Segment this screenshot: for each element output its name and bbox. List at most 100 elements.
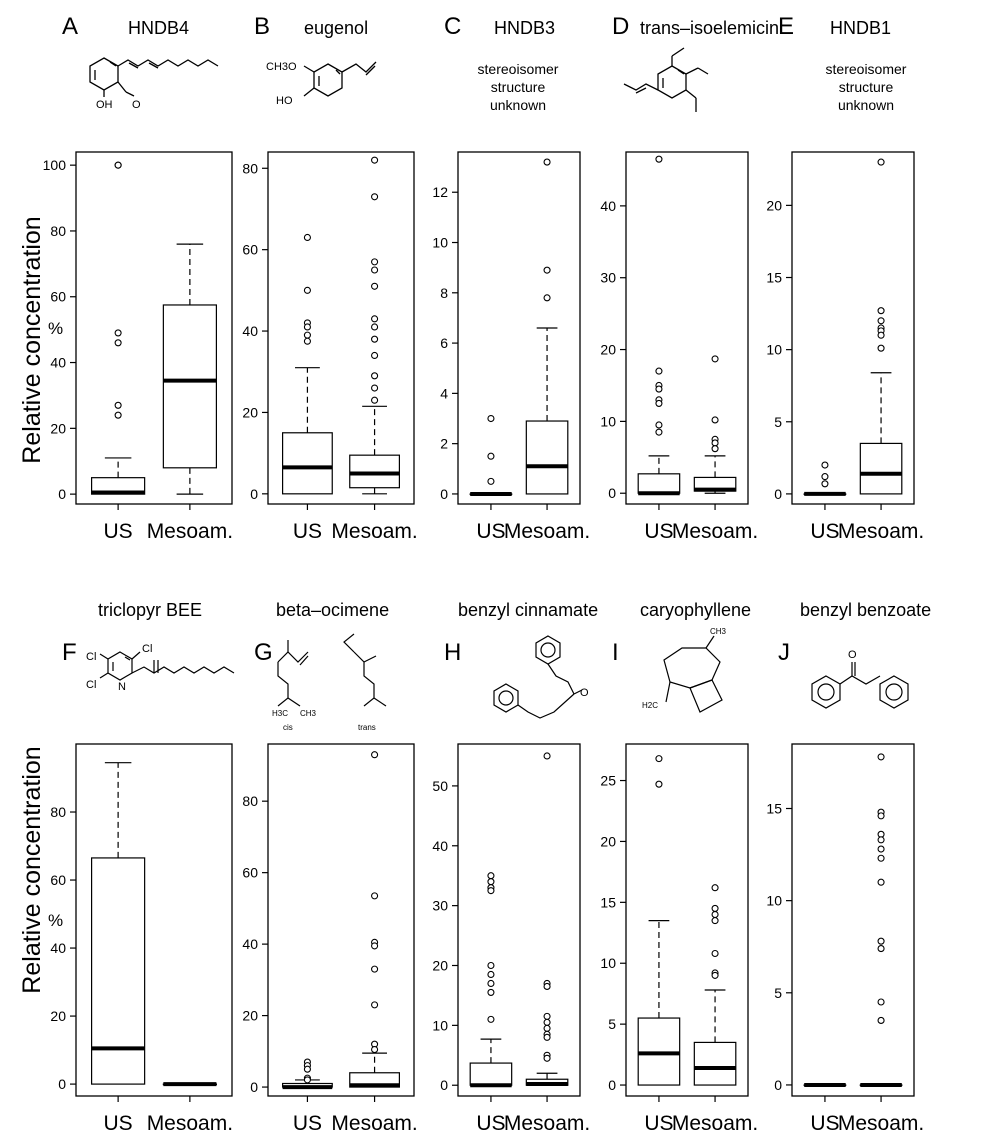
panel-i-ytick-label: 25 [600,773,616,789]
panel-d-ytick-label: 40 [600,198,616,214]
panel-e-ytick-label: 10 [766,342,782,358]
panel-h-us-category-label: US [476,1112,505,1135]
panel-j-mesoam-outlier [877,845,885,853]
panel-b-frame [267,151,415,505]
panel-d-us-outlier [655,367,663,375]
panel-b-mesoam-box [349,454,401,489]
row1-y-axis-title: Relative concentration [18,216,46,463]
panel-g-frame [267,743,415,1097]
panel-e-ytick-label: 5 [774,414,782,430]
panel-g-mesoam-outlier [371,1001,379,1009]
panel-g-us-outlier [303,1065,311,1073]
benzyl-benzoate-structure [811,662,909,709]
panel-g-mesoam-outlier [371,1045,379,1054]
panel-i-ytick-label: 10 [600,955,616,971]
panel-c-us-outlier [487,414,495,423]
panel-b-mesoam-outlier [371,396,379,404]
panel-i-ytick-label: 0 [608,1077,616,1093]
panel-d-us-outlier [655,155,663,163]
panel-h-us-outlier [487,887,495,895]
panel-e-note: stereoisomer structure unknown [826,61,907,113]
panel-c-ytick-label: 12 [432,184,448,200]
panel-j-ytick-label: 0 [774,1077,782,1093]
panel-d-us-outlier [655,385,663,393]
panel-h-mesoam-outlier [543,1054,551,1062]
panel-j-mesoam-outlier [877,854,885,862]
panel-c-ytick-label: 4 [440,385,448,401]
panel-b-us-outlier [303,331,311,339]
panel-d-title: trans–isoelemicin [640,18,779,38]
panel-i-frame [625,743,749,1097]
panel-b-us-category-label: US [293,520,322,543]
panel-d-ytick-label: 30 [600,270,616,286]
panel-g-chart: 0 20 40 60 80 US Mesoam. [242,743,418,1135]
panel-h-us-outlier [487,970,495,979]
panel-b-us-outlier [303,323,311,331]
panel-j-mesoam-outlier [877,836,885,844]
panel-e-us-category-label: US [810,520,839,543]
panel-e-us-outlier [821,480,829,488]
panel-j-ytick-label: 15 [766,801,782,817]
svg-text:stereoisomer: stereoisomer [478,61,559,77]
eugenol-structure [303,61,377,97]
triclopyr-cl3-label: Cl [86,679,96,691]
panel-b-us-outlier [303,337,311,345]
caryophyllene-h2c-label: H2C [642,701,658,710]
hndb4-oh-label: OH [96,99,113,111]
svg-text:structure: structure [839,79,894,95]
panel-j-mesoam-outlier [877,1016,885,1024]
panel-d-us-category-label: US [644,520,673,543]
panel-c-letter: C [444,13,461,40]
panel-g-us-category-label: US [293,1112,322,1135]
panel-e-us-outlier [821,461,829,469]
panel-j-mesoam-outlier [877,812,885,820]
panel-e-mesoam-box [859,442,903,495]
svg-text:stereoisomer: stereoisomer [826,61,907,77]
panel-j-mesoam-outlier [877,753,885,761]
panel-b-mesoam-outlier [371,351,379,360]
panel-e-ytick-label: 20 [766,197,782,213]
panel-c-us-outlier [487,477,495,485]
panel-e-mesoam-outlier [877,307,885,315]
panel-c-frame [457,151,581,505]
eugenol-ch3o-label: CH3O [266,61,297,73]
panel-h-ytick-label: 40 [432,838,448,854]
panel-c-ytick-label: 0 [440,486,448,502]
benzyl-benzoate-o-label: O [848,649,857,661]
panel-a-us-outlier [114,411,122,419]
panel-j-frame [791,743,915,1097]
panel-f-ytick-label: 20 [50,1008,66,1024]
panel-a-ytick-label: 0 [58,486,66,502]
panel-a-ytick-label: 40 [50,355,66,371]
panel-h-us-outlier [487,878,495,886]
panel-h-ytick-label: 10 [432,1017,448,1033]
panel-h-mesoam-category-label: Mesoam. [504,1112,590,1135]
panel-c-mesoam-outlier [543,266,551,274]
panel-h-frame [457,743,581,1097]
panel-j-mesoam-category-label: Mesoam. [838,1112,924,1135]
svg-text:unknown: unknown [838,97,894,113]
panel-b-ytick-label: 0 [250,486,258,502]
panel-h-us-outlier [487,1015,495,1023]
panel-e-ytick-label: 15 [766,270,782,286]
panel-i-mesoam-outlier [711,910,719,919]
panel-a-us-outlier [114,339,122,347]
panel-f-title: triclopyr BEE [98,600,202,620]
panel-f-frame [75,743,233,1097]
panel-g-mesoam-outlier [371,965,379,973]
triclopyr-n-label: N [118,681,126,693]
panel-f-us-category-label: US [104,1112,133,1135]
panel-i-mesoam-category-label: Mesoam. [672,1112,758,1135]
panel-f-ytick-label: 80 [50,804,66,820]
row2-y-axis-unit: % [48,911,63,930]
panel-a-chart: 0 20 40 60 80 100 US Mesoam. [43,151,233,543]
panel-a-mesoam-box [162,304,218,469]
panel-d-ytick-label: 0 [608,485,616,501]
panel-f-chart: 0 20 40 60 80 US Mesoam. [50,743,233,1135]
panel-g-ytick-label: 80 [242,793,258,809]
panel-c-mesoam-category-label: Mesoam. [504,520,590,543]
